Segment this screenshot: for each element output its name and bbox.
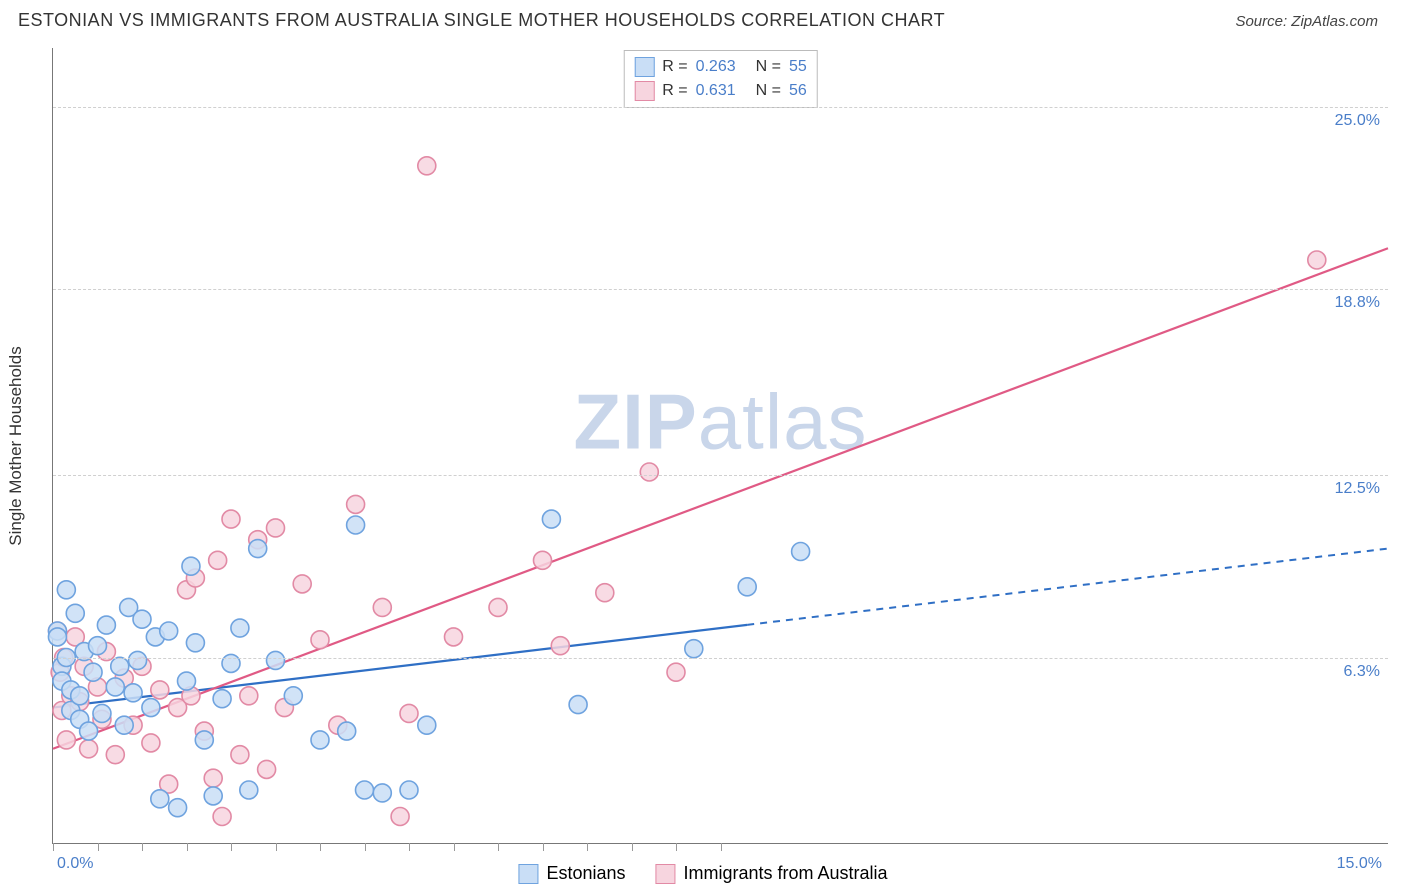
legend-item-immigrants: Immigrants from Australia (656, 863, 888, 884)
plot-area: ZIPatlas R = 0.263 N = 55 R = 0.631 N = … (52, 48, 1388, 844)
series-legend: Estonians Immigrants from Australia (518, 863, 887, 884)
x-tick-label: 15.0% (1337, 855, 1382, 873)
legend-label: Estonians (546, 863, 625, 884)
swatch-icon (518, 864, 538, 884)
y-tick-label: 6.3% (1344, 663, 1380, 681)
chart-title: ESTONIAN VS IMMIGRANTS FROM AUSTRALIA SI… (18, 10, 945, 31)
legend-item-estonians: Estonians (518, 863, 625, 884)
y-tick-label: 25.0% (1335, 112, 1380, 130)
scatter-svg (53, 48, 1388, 843)
x-tick-label: 0.0% (57, 855, 93, 873)
source-label: Source: ZipAtlas.com (1235, 13, 1378, 30)
y-tick-label: 12.5% (1335, 480, 1380, 498)
swatch-icon (656, 864, 676, 884)
y-axis-title: Single Mother Households (6, 346, 26, 545)
legend-label: Immigrants from Australia (684, 863, 888, 884)
y-tick-label: 18.8% (1335, 294, 1380, 312)
